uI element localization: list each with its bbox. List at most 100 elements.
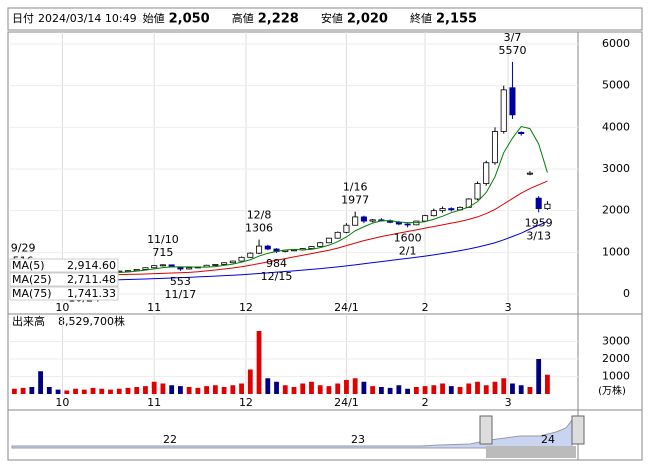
volume-bar (11, 388, 17, 394)
candle-body (483, 162, 490, 184)
volume-bar (370, 386, 376, 394)
volume-bar (55, 389, 61, 394)
candle-body (439, 208, 446, 212)
legend-name: MA(75) (12, 287, 52, 300)
annotation-date: 3/13 (526, 229, 551, 242)
volume-bar (483, 385, 489, 394)
volume-total: 8,529,700株 (58, 314, 125, 328)
legend-box (9, 286, 119, 301)
y-tick-label: 6000 (602, 37, 630, 50)
x-tick-label: 2 (422, 301, 429, 314)
volume-bar (204, 386, 210, 394)
annotation-value: 1600 (394, 231, 422, 244)
candle-body (500, 89, 507, 132)
x-tick-label: 12 (239, 301, 253, 314)
candle-body (186, 267, 193, 270)
candle-body (334, 231, 341, 239)
candle-body (404, 223, 411, 226)
annotation-value: 5570 (498, 44, 526, 57)
volume-bar (440, 383, 445, 394)
volume-bar (64, 390, 70, 394)
y-tick-label: 1000 (602, 245, 630, 258)
candle-body (491, 131, 499, 164)
volume-bar (291, 387, 297, 394)
header-value: 2,155 (436, 12, 477, 27)
candle-body (159, 264, 166, 267)
annotation-date: 9/29 (11, 242, 36, 255)
header-label: 終値 (410, 11, 432, 25)
volume-bar (256, 331, 262, 394)
candle-body (221, 262, 228, 265)
volume-bar (169, 385, 175, 394)
volume-bar (387, 387, 393, 394)
legend-box (9, 258, 119, 273)
volume-bar (431, 385, 437, 394)
volume-bar (160, 383, 166, 394)
navigator-handle[interactable] (479, 415, 493, 445)
candle-body (212, 264, 219, 266)
legend-box (9, 272, 119, 287)
y-tick-label: 4000 (602, 120, 630, 133)
volume-bar (73, 388, 78, 394)
volume-bar (492, 381, 498, 394)
candle-body (317, 242, 324, 247)
volume-bar (545, 374, 550, 394)
volume-bar (177, 386, 183, 394)
x-tick-label: 2 (422, 396, 429, 409)
volume-bar (448, 386, 454, 394)
candle-body (535, 197, 542, 209)
header-label: 安値 (321, 11, 343, 25)
header-box (7, 7, 643, 31)
candle-body (448, 208, 455, 211)
y-tick-label: 5000 (602, 79, 630, 92)
volume-bar (195, 387, 201, 394)
annotation-date: 2/1 (399, 244, 417, 257)
volume-bar (186, 387, 192, 394)
candle-body (247, 252, 254, 258)
volume-bar (317, 385, 323, 394)
candle-body (526, 172, 533, 175)
header-value: 2,050 (169, 12, 210, 27)
volume-bar (134, 387, 140, 394)
candle-body (343, 224, 350, 233)
volume-bar (309, 381, 314, 394)
header-label: 高値 (232, 11, 254, 25)
volume-bar (38, 371, 43, 394)
x-tick-label: 11 (147, 301, 161, 314)
candle-body (518, 131, 525, 134)
navigator-label: 22 (163, 433, 177, 446)
y-tick-label: 3000 (602, 335, 630, 348)
annotation-value: 553 (170, 275, 191, 288)
annotation-date: 1/16 (343, 181, 368, 194)
volume-bar (116, 388, 122, 394)
volume-bar (326, 386, 332, 394)
candle-body (474, 183, 481, 200)
annotation-value: 1977 (341, 194, 369, 207)
volume-bar (300, 383, 306, 394)
x-tick-label: 11 (147, 396, 161, 409)
volume-bar (46, 387, 52, 394)
volume-bar (90, 387, 96, 394)
volume-bar (518, 385, 524, 394)
legend-name: MA(25) (12, 273, 52, 286)
annotation-date: 12/8 (247, 209, 272, 222)
candle-body (151, 265, 158, 269)
annotation-date: 11/17 (165, 288, 197, 301)
volume-bar (378, 387, 384, 394)
header-value: 2,228 (258, 12, 299, 27)
candle-body (509, 87, 516, 116)
x-tick-label: 10 (55, 396, 69, 409)
volume-bar (81, 389, 87, 394)
volume-bar (99, 388, 105, 394)
volume-bar (29, 387, 35, 394)
header-label: 日付 (12, 12, 34, 25)
volume-bar (239, 383, 244, 394)
legend-name: MA(5) (12, 259, 45, 272)
navigator-range[interactable] (486, 446, 576, 458)
header-value: 2024/03/14 10:49 (38, 12, 137, 25)
volume-bar (352, 378, 358, 394)
navigator-handle[interactable] (571, 415, 585, 445)
legend-value: 2,711.48 (67, 273, 116, 286)
annotation-date: 11/10 (147, 233, 179, 246)
volume-bar (413, 387, 419, 394)
